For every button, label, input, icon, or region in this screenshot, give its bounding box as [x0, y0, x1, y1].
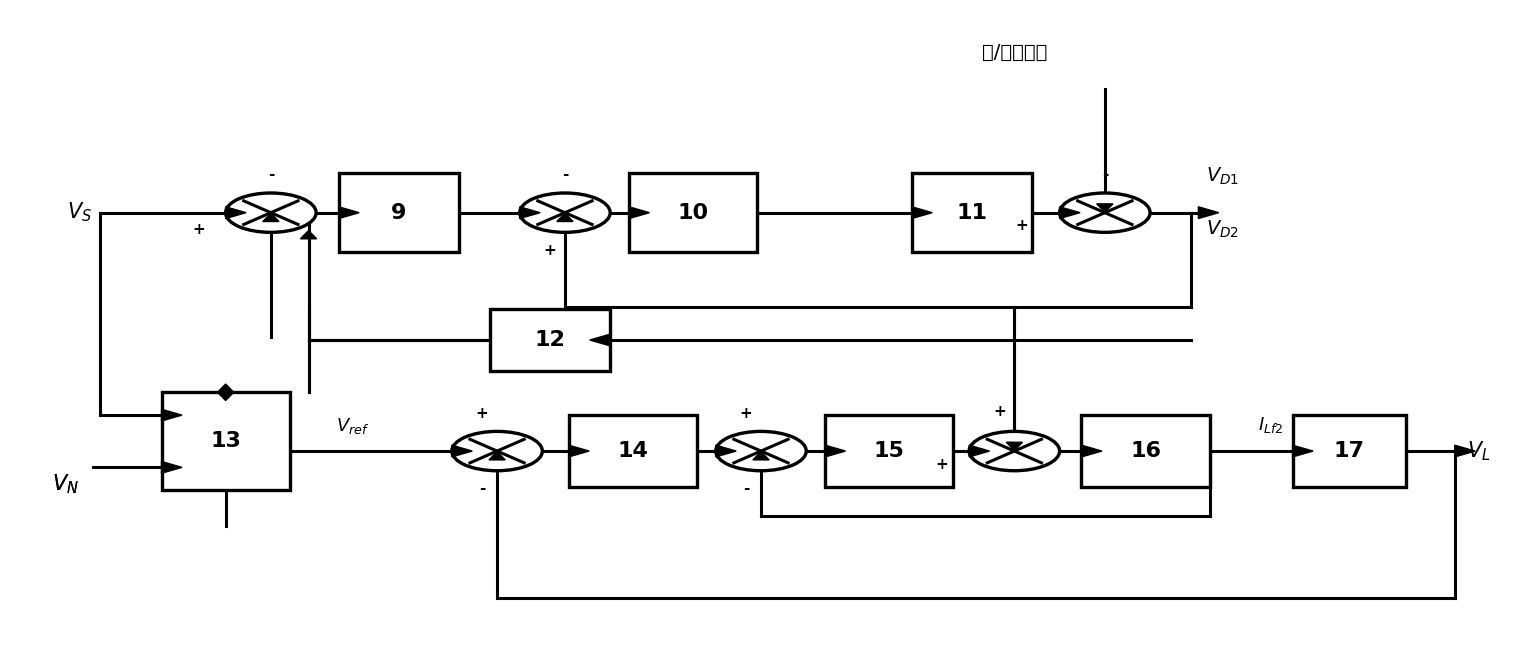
Polygon shape	[1097, 204, 1113, 212]
Text: 11: 11	[957, 203, 988, 223]
Text: +: +	[992, 404, 1006, 420]
Polygon shape	[825, 445, 846, 457]
Text: +: +	[192, 221, 205, 237]
Text: $V_{D2}$: $V_{D2}$	[1205, 218, 1239, 239]
Polygon shape	[218, 392, 234, 400]
Text: 15: 15	[874, 441, 904, 461]
Text: -: -	[479, 482, 486, 496]
Text: $V_N$: $V_N$	[52, 472, 79, 496]
Text: -: -	[1102, 167, 1108, 182]
Text: +: +	[1015, 218, 1029, 233]
Polygon shape	[218, 384, 234, 392]
Polygon shape	[452, 445, 472, 457]
Bar	[339, 173, 460, 252]
Polygon shape	[225, 207, 247, 219]
Polygon shape	[1198, 207, 1219, 219]
Polygon shape	[970, 445, 989, 457]
Polygon shape	[1292, 445, 1313, 457]
Bar	[912, 173, 1032, 252]
Text: +: +	[543, 243, 556, 258]
Ellipse shape	[970, 432, 1059, 471]
Polygon shape	[300, 231, 317, 239]
Ellipse shape	[1059, 193, 1151, 232]
Text: -: -	[743, 482, 749, 496]
Text: 9: 9	[391, 203, 406, 223]
Text: 12: 12	[534, 330, 565, 350]
Bar	[569, 415, 697, 487]
Text: 16: 16	[1129, 441, 1161, 461]
Polygon shape	[161, 462, 183, 474]
Polygon shape	[519, 207, 540, 219]
Text: $V_{ref}$: $V_{ref}$	[336, 416, 368, 436]
Text: +: +	[475, 406, 489, 421]
Polygon shape	[912, 207, 933, 219]
Polygon shape	[589, 334, 610, 346]
Ellipse shape	[452, 432, 542, 471]
Bar	[1292, 415, 1406, 487]
Text: -: -	[268, 167, 274, 182]
Polygon shape	[629, 207, 650, 219]
Text: $I_{Lf2}$: $I_{Lf2}$	[1259, 415, 1283, 435]
Ellipse shape	[519, 193, 610, 232]
Bar	[825, 415, 953, 487]
Polygon shape	[557, 213, 574, 221]
Polygon shape	[263, 213, 279, 221]
Text: 14: 14	[618, 441, 648, 461]
Polygon shape	[1455, 445, 1475, 457]
Text: 13: 13	[210, 432, 240, 452]
Polygon shape	[339, 207, 359, 219]
Bar	[490, 309, 610, 371]
Polygon shape	[569, 445, 589, 457]
Text: -: -	[562, 167, 568, 182]
Polygon shape	[161, 410, 183, 421]
Text: 充/放电扰动: 充/放电扰动	[982, 43, 1047, 62]
Polygon shape	[715, 445, 737, 457]
Ellipse shape	[715, 432, 807, 471]
Text: +: +	[936, 457, 948, 472]
Polygon shape	[1059, 207, 1081, 219]
Text: 17: 17	[1333, 441, 1365, 461]
Bar	[161, 392, 289, 490]
Bar	[629, 173, 758, 252]
Polygon shape	[1082, 445, 1102, 457]
Polygon shape	[1006, 442, 1023, 450]
Text: 10: 10	[677, 203, 709, 223]
Text: $V_L$: $V_L$	[1467, 440, 1490, 463]
Polygon shape	[753, 452, 769, 460]
Text: $V_S$: $V_S$	[67, 201, 93, 225]
Polygon shape	[489, 452, 505, 460]
Text: +: +	[740, 406, 752, 421]
Ellipse shape	[225, 193, 317, 232]
Bar	[1082, 415, 1210, 487]
Text: $V_{D1}$: $V_{D1}$	[1205, 166, 1239, 187]
Text: $V_N$: $V_N$	[52, 472, 79, 496]
